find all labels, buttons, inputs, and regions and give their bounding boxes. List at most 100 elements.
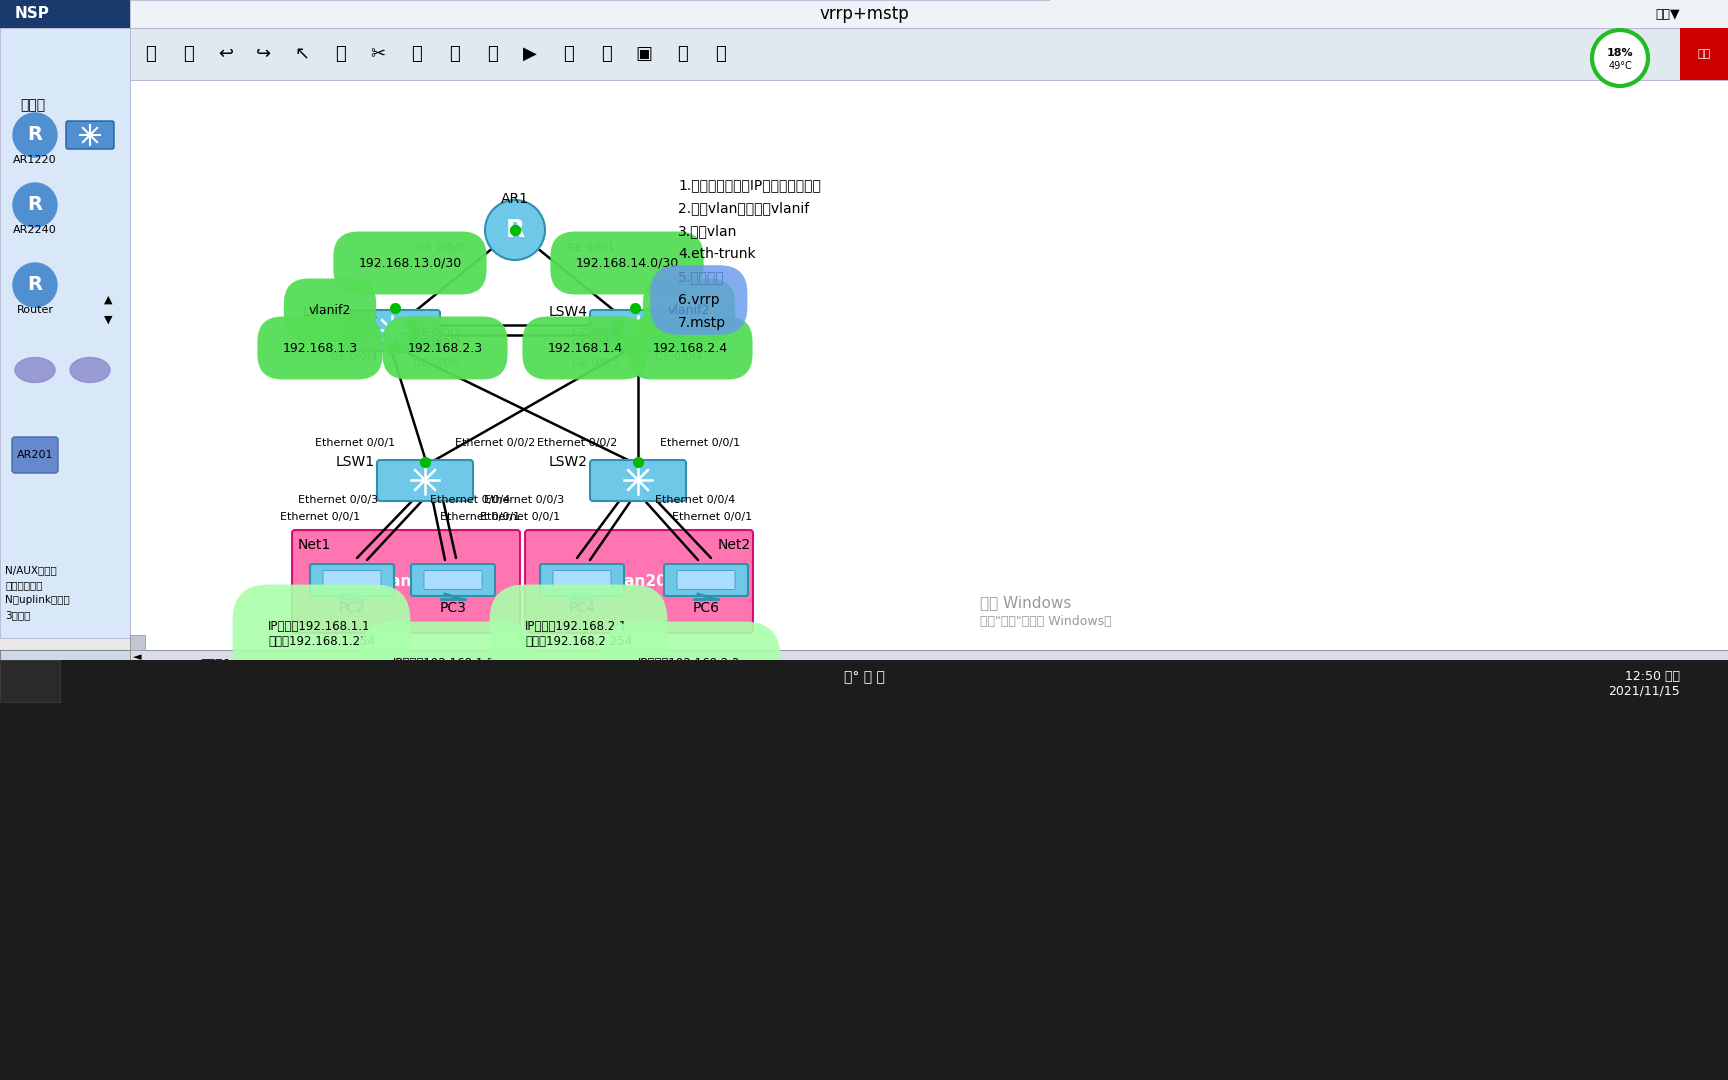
FancyBboxPatch shape [411,564,494,596]
Text: ↪: ↪ [256,45,271,63]
Text: ⬜: ⬜ [677,45,688,63]
FancyBboxPatch shape [0,650,1728,1080]
Text: PC2: PC2 [339,600,365,615]
Text: IP地址：192.168.2.1
网关：192.168.2.254: IP地址：192.168.2.1 网关：192.168.2.254 [525,620,632,648]
Text: R: R [28,275,43,295]
Text: Ethernet 0/0/2: Ethernet 0/0/2 [454,438,536,448]
FancyBboxPatch shape [323,570,380,590]
Circle shape [14,264,57,307]
Text: 📄: 📄 [411,45,422,63]
Text: 华为: 华为 [1697,49,1711,59]
Text: 🔲: 🔲 [449,45,460,63]
Ellipse shape [71,357,111,382]
Text: GE 0/0/5: GE 0/0/5 [413,357,461,368]
Text: 18%: 18% [1607,48,1633,58]
Text: ◄: ◄ [133,652,142,662]
FancyBboxPatch shape [525,530,753,633]
Circle shape [1591,30,1649,86]
Text: ▶: ▶ [524,45,537,63]
Text: NSP: NSP [16,6,50,22]
Text: R: R [28,125,43,145]
Text: 12:50 周一: 12:50 周一 [1624,670,1680,683]
Text: GE 0/0/1: GE 0/0/1 [567,243,615,253]
Text: 转到"设置"以激活 Windows。: 转到"设置"以激活 Windows。 [980,615,1111,627]
Text: N侧uplink接口，: N侧uplink接口， [5,595,69,605]
Text: GE 0/0/1: GE 0/0/1 [651,310,700,320]
FancyBboxPatch shape [677,570,734,590]
FancyBboxPatch shape [344,310,441,351]
Text: 2021/11/15: 2021/11/15 [1609,685,1680,698]
Text: vlan20: vlan20 [610,575,669,590]
FancyBboxPatch shape [130,28,1728,80]
Text: 菜单▼: 菜单▼ [1655,8,1680,21]
Text: ⏺: ⏺ [601,45,612,63]
Text: LSW2: LSW2 [550,455,588,469]
FancyBboxPatch shape [1680,28,1728,80]
FancyBboxPatch shape [589,460,686,501]
Text: GE 0/0/2: GE 0/0/2 [572,328,620,338]
FancyBboxPatch shape [12,437,59,473]
Circle shape [14,113,57,157]
Text: IP地址：192.168.1.2
网关：192.168.1.254: IP地址：192.168.1.2 网关：192.168.1.254 [392,657,499,685]
Text: 5.路由协议: 5.路由协议 [677,270,724,284]
FancyBboxPatch shape [0,0,1728,1080]
Text: GE 0/0/4: GE 0/0/4 [655,352,703,362]
Circle shape [486,200,544,260]
Text: Ethernet 0/0/1: Ethernet 0/0/1 [672,512,752,522]
Text: GE 0/0/4: GE 0/0/4 [330,352,378,362]
Text: 3接口。: 3接口。 [5,610,31,620]
Text: 路由器: 路由器 [21,98,45,112]
Text: LSW1: LSW1 [335,455,375,469]
Text: ↖: ↖ [294,45,309,63]
FancyBboxPatch shape [377,460,473,501]
Text: LSW3: LSW3 [302,305,342,319]
Text: 激活 Windows: 激活 Windows [980,595,1071,610]
Text: Ethernet 0/0/1: Ethernet 0/0/1 [314,438,396,448]
Text: ⬛: ⬛ [487,45,498,63]
Text: GE 0/0/0: GE 0/0/0 [418,243,465,253]
Text: GE 0/0/3: GE 0/0/3 [572,338,620,348]
Text: PC4: PC4 [569,600,596,615]
Text: GE 0/0/3: GE 0/0/3 [413,338,461,348]
Text: 选中：0: 选中：0 [200,659,230,672]
Text: vlanif2: vlanif2 [667,303,710,316]
Text: 4.eth-trunk: 4.eth-trunk [677,247,755,261]
Text: ▲: ▲ [104,295,112,305]
Ellipse shape [16,357,55,382]
Text: Ethernet 0/0/3: Ethernet 0/0/3 [484,495,563,505]
Text: GE 0/0/1: GE 0/0/1 [330,310,378,320]
Text: 2.定义vlan，并配置vlanif: 2.定义vlan，并配置vlanif [677,201,809,215]
Text: 7.mstp: 7.mstp [677,316,726,330]
Text: ✋: ✋ [335,45,346,63]
Text: 192.168.1.3: 192.168.1.3 [282,341,358,354]
FancyBboxPatch shape [1051,0,1728,28]
Text: AR1220: AR1220 [14,156,57,165]
FancyBboxPatch shape [130,635,145,680]
Text: ↩: ↩ [218,45,233,63]
Text: 💾: 💾 [145,45,156,63]
Text: R: R [505,218,525,242]
Text: Ethernet 0/0/1: Ethernet 0/0/1 [441,512,520,522]
Text: vrrp+mstp: vrrp+mstp [819,5,909,23]
Text: vlan 10: vlan 10 [375,575,437,590]
FancyBboxPatch shape [423,570,482,590]
FancyBboxPatch shape [0,660,60,702]
Text: Ethernet 0/0/1: Ethernet 0/0/1 [660,438,740,448]
FancyBboxPatch shape [539,564,624,596]
FancyBboxPatch shape [66,121,114,149]
Text: IP地址：192.168.2.2
网关：192.168.2.254: IP地址：192.168.2.2 网关：192.168.2.254 [638,657,745,685]
Text: R: R [28,195,43,215]
Text: ▣: ▣ [636,45,653,63]
FancyBboxPatch shape [130,650,1728,680]
Text: AR201: AR201 [17,450,54,460]
Text: Net1: Net1 [297,538,332,552]
Text: 192.168.2.4: 192.168.2.4 [653,341,727,354]
FancyBboxPatch shape [309,564,394,596]
Text: 3.配置vlan: 3.配置vlan [677,224,738,238]
Circle shape [14,183,57,227]
Text: N/AUX接口，: N/AUX接口， [5,565,57,575]
Text: ✂: ✂ [370,45,385,63]
Text: IP地址：192.168.1.1
网关：192.168.1.254: IP地址：192.168.1.1 网关：192.168.1.254 [268,620,375,648]
Text: AR2240: AR2240 [14,225,57,235]
Text: ⏹: ⏹ [563,45,574,63]
